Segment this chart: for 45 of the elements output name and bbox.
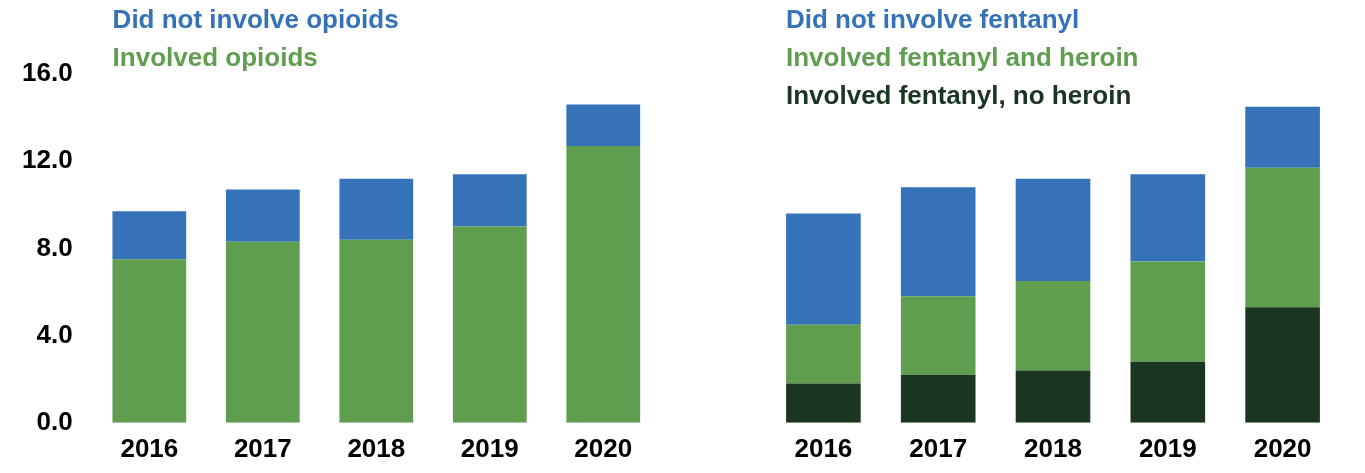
bar [1130, 261, 1206, 362]
x-tick-label: 2018 [1024, 432, 1082, 463]
bar [112, 211, 187, 260]
bar [339, 239, 414, 423]
text: Did not involve opioids [112, 4, 399, 35]
y-tick-label: 12.0 [21, 144, 73, 175]
bar [786, 383, 861, 423]
x-tick-label: 2019 [1138, 432, 1197, 463]
text: Involved fentanyl and heroin [786, 42, 1139, 73]
bar [225, 241, 300, 423]
bar [452, 226, 527, 423]
y-tick-label: 8.0 [36, 231, 73, 262]
bar [900, 187, 976, 297]
bar [112, 259, 187, 423]
x-tick-label: 2016 [120, 432, 179, 463]
bar [225, 189, 300, 242]
bar [1130, 361, 1206, 423]
x-tick-label: 2019 [460, 432, 519, 463]
bar [1015, 281, 1091, 371]
text: Involved fentanyl, no heroin [786, 80, 1132, 111]
x-tick-label: 2017 [909, 432, 968, 463]
bar [786, 324, 861, 384]
bar [1015, 178, 1091, 282]
text: Did not involve fentanyl [786, 4, 1080, 35]
x-tick-label: 2016 [794, 432, 853, 463]
x-tick-label: 2018 [347, 432, 406, 463]
bar [339, 178, 414, 240]
bar [1245, 106, 1320, 168]
bar [1245, 307, 1320, 423]
bar [1015, 370, 1091, 423]
y-tick-label: 16.0 [21, 57, 73, 88]
bar [452, 174, 527, 227]
bar [786, 213, 861, 325]
x-tick-label: 2017 [233, 432, 292, 463]
bar [1245, 167, 1320, 308]
y-tick-label: 4.0 [36, 318, 73, 349]
bar [900, 296, 976, 375]
y-tick-label: 0.0 [36, 405, 73, 436]
bar [900, 374, 976, 423]
x-tick-label: 2020 [1253, 432, 1312, 463]
x-tick-label: 2020 [574, 432, 633, 463]
text: Involved opioids [112, 42, 318, 73]
bar [566, 145, 641, 423]
bar [566, 104, 641, 146]
bar [1130, 174, 1206, 262]
